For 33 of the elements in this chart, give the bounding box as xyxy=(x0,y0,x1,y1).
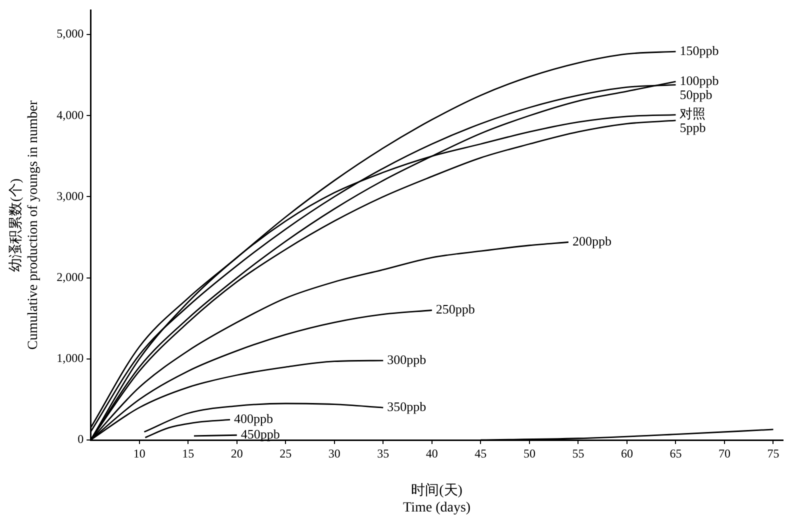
x-axis-title: 时间(天) Time (days) xyxy=(403,482,471,516)
series-label: 100ppb xyxy=(680,72,719,88)
x-tick-label: 25 xyxy=(280,446,292,460)
series-label: 200ppb xyxy=(572,234,612,249)
x-tick-label: 15 xyxy=(182,446,194,460)
x-tick-label: 75 xyxy=(767,446,780,460)
series-label: 450ppb xyxy=(240,426,280,442)
x-tick-label: 50 xyxy=(523,446,536,460)
y-axis-title: 幼溞积累数(个) Cumulative production of youngs in number xyxy=(8,100,41,350)
x-tick-label: 40 xyxy=(426,446,438,460)
x-tick-label: 60 xyxy=(620,446,633,460)
y-tick-label: 0 xyxy=(78,432,84,446)
y-tick-label: 1,000 xyxy=(56,351,84,366)
series-label: 350ppb xyxy=(387,398,426,414)
x-tick-label: 65 xyxy=(670,446,682,460)
y-tick-label: 3,000 xyxy=(56,188,84,203)
series-label: 50ppb xyxy=(680,86,712,102)
series-label: 250ppb xyxy=(436,302,475,317)
x-tick-label: 30 xyxy=(328,446,340,460)
series-label: 400ppb xyxy=(234,411,274,426)
y-tick-label: 2,000 xyxy=(56,270,84,284)
series-label: 对照 xyxy=(680,106,706,122)
x-tick-label: 55 xyxy=(572,446,584,460)
series-label: 150ppb xyxy=(680,42,719,58)
series-label: 5ppb xyxy=(680,120,706,136)
x-tick-label: 10 xyxy=(133,446,146,460)
y-tick-label: 5,000 xyxy=(56,26,84,41)
series-label: 300ppb xyxy=(387,352,426,367)
x-tick-label: 70 xyxy=(718,446,730,460)
y-tick-label: 4,000 xyxy=(56,108,84,122)
x-tick-label: 45 xyxy=(474,446,487,460)
x-tick-label: 35 xyxy=(377,446,390,460)
x-tick-label: 20 xyxy=(230,446,243,460)
